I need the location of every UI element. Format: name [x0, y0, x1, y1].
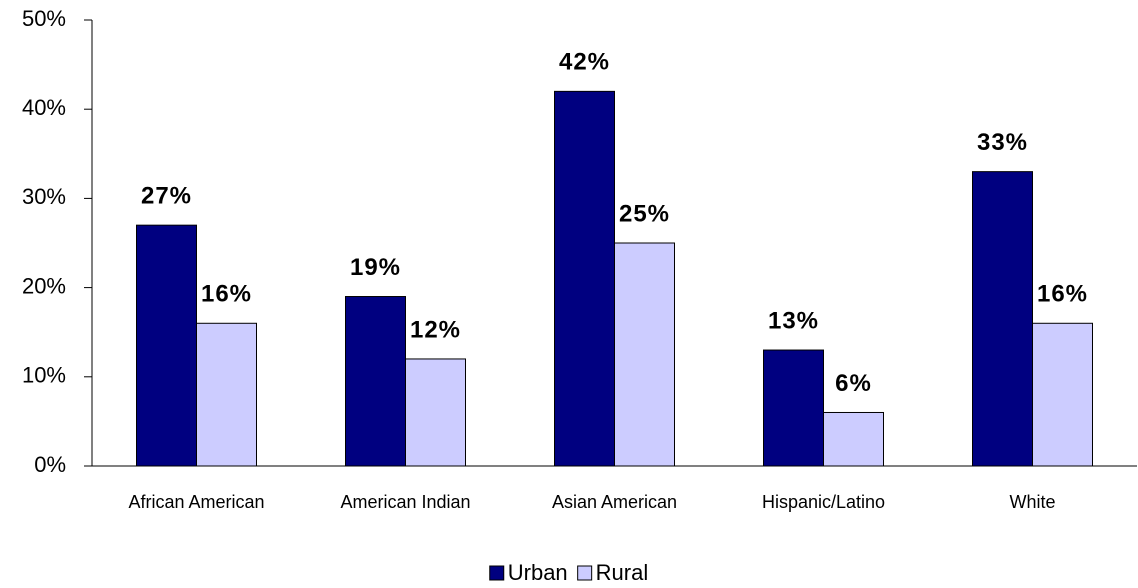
value-label: 42%	[559, 49, 610, 76]
x-tick-label: American Indian	[340, 492, 470, 512]
value-label: 6%	[835, 370, 872, 397]
value-label: 33%	[977, 129, 1028, 156]
bar	[196, 322, 257, 467]
bar	[972, 171, 1033, 467]
value-label: 13%	[768, 307, 819, 334]
legend-label: Rural	[596, 560, 649, 585]
y-tick-label: 40%	[22, 95, 66, 120]
x-tick-label: Hispanic/Latino	[762, 492, 885, 512]
value-label: 16%	[201, 281, 252, 308]
legend-label: Urban	[508, 560, 568, 585]
y-tick-label: 0%	[34, 452, 66, 477]
x-tick-label: Asian American	[552, 492, 677, 512]
value-label: 25%	[619, 200, 670, 227]
legend-swatch	[489, 565, 505, 581]
legend-item: Urban	[489, 560, 568, 585]
bar	[136, 224, 197, 467]
y-tick-label: 20%	[22, 273, 66, 298]
value-label: 27%	[141, 183, 192, 210]
y-tick-label: 50%	[22, 6, 66, 31]
x-tick-label: White	[1009, 492, 1055, 512]
bar	[763, 349, 824, 467]
y-tick-label: 30%	[22, 184, 66, 209]
bar	[345, 296, 406, 467]
bar	[823, 411, 884, 467]
value-label: 19%	[350, 254, 401, 281]
bar	[554, 90, 615, 467]
y-tick-label: 10%	[22, 363, 66, 388]
bar	[614, 242, 675, 467]
x-tick-label: African American	[128, 492, 264, 512]
bar	[1032, 322, 1093, 467]
value-label: 12%	[410, 316, 461, 343]
value-label: 16%	[1037, 281, 1088, 308]
legend-swatch	[577, 565, 593, 581]
legend-item: Rural	[577, 560, 649, 585]
bar	[405, 358, 466, 467]
